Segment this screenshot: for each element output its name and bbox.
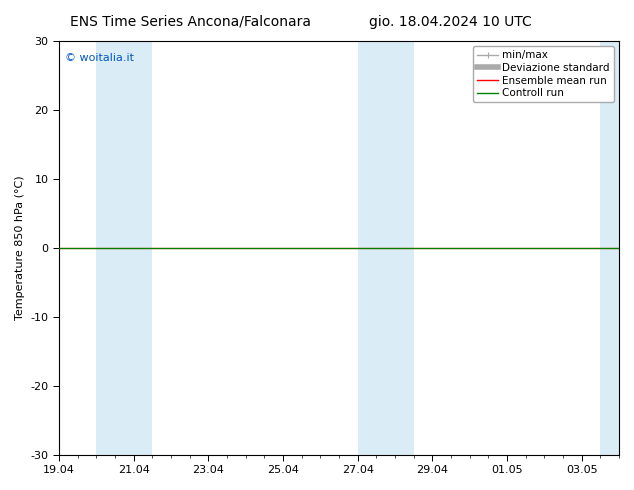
Text: gio. 18.04.2024 10 UTC: gio. 18.04.2024 10 UTC (369, 15, 531, 29)
Legend: min/max, Deviazione standard, Ensemble mean run, Controll run: min/max, Deviazione standard, Ensemble m… (473, 46, 614, 102)
Y-axis label: Temperature 850 hPa (°C): Temperature 850 hPa (°C) (15, 175, 25, 320)
Bar (96, 41, 152, 455)
Bar (600, 41, 619, 455)
Text: ENS Time Series Ancona/Falconara: ENS Time Series Ancona/Falconara (70, 15, 311, 29)
Bar (358, 41, 414, 455)
Text: © woitalia.it: © woitalia.it (65, 53, 134, 64)
